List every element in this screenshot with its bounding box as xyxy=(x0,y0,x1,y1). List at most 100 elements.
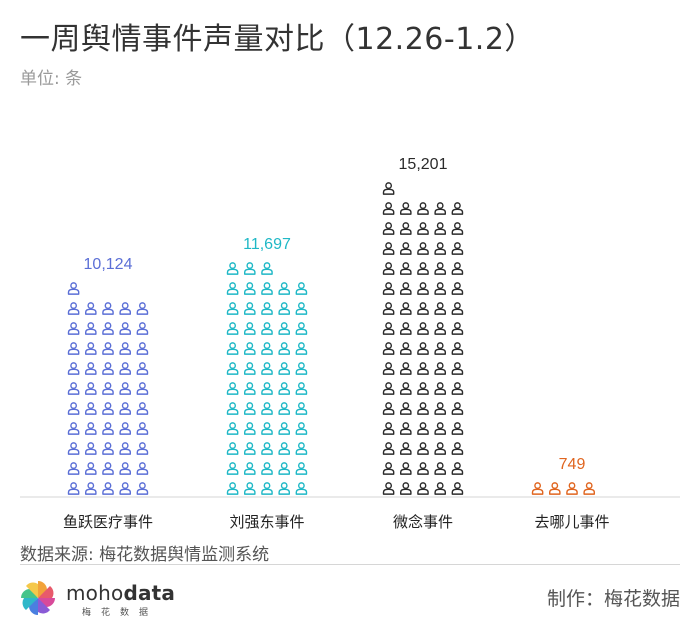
person-icon xyxy=(244,402,256,415)
person-icon xyxy=(102,302,114,315)
person-icon xyxy=(278,462,290,475)
footer-divider xyxy=(20,564,680,565)
person-icon xyxy=(67,482,80,495)
person-icon xyxy=(400,222,412,235)
person-icon xyxy=(451,482,464,495)
person-icon xyxy=(400,442,412,455)
unit-label: 单位: 条 xyxy=(20,69,83,89)
person-icon xyxy=(382,302,395,315)
person-icon xyxy=(136,442,149,455)
person-icon xyxy=(400,482,412,495)
person-icon xyxy=(417,482,429,495)
person-icon xyxy=(244,322,256,335)
person-icon xyxy=(451,382,464,395)
person-icon xyxy=(400,342,412,355)
person-icon xyxy=(434,242,446,255)
person-icon xyxy=(566,482,578,495)
bar-2 xyxy=(226,262,308,495)
person-icon xyxy=(261,482,273,495)
person-icon xyxy=(382,422,395,435)
person-icon xyxy=(226,282,239,295)
person-icon xyxy=(119,402,131,415)
person-icon xyxy=(417,382,429,395)
bar-3 xyxy=(382,182,464,495)
person-icon xyxy=(261,402,273,415)
person-icon xyxy=(417,262,429,275)
data-label: 11,697 xyxy=(243,236,291,253)
person-icon xyxy=(451,422,464,435)
person-icon xyxy=(295,362,308,375)
pictogram-chart: 10,124 鱼跃医疗事件 11,697 刘强东事件 15,201 微念事件 749 去哪儿事… xyxy=(20,156,680,531)
person-icon xyxy=(451,262,464,275)
person-icon xyxy=(67,442,80,455)
person-icon xyxy=(400,462,412,475)
person-icon xyxy=(451,202,464,215)
person-icon xyxy=(451,462,464,475)
person-icon xyxy=(278,342,290,355)
brand-wordmark: mohodata xyxy=(66,581,175,605)
data-label: 15,201 xyxy=(399,156,448,173)
person-icon xyxy=(67,342,80,355)
person-icon xyxy=(67,462,80,475)
person-icon xyxy=(244,382,256,395)
person-icon xyxy=(451,442,464,455)
person-icon xyxy=(417,322,429,335)
person-icon xyxy=(295,302,308,315)
person-icon xyxy=(382,402,395,415)
person-icon xyxy=(417,242,429,255)
person-icon xyxy=(136,482,149,495)
person-icon xyxy=(382,282,395,295)
person-icon xyxy=(119,342,131,355)
pinwheel-icon xyxy=(21,581,55,615)
person-icon xyxy=(278,422,290,435)
person-icon xyxy=(85,462,97,475)
person-icon xyxy=(382,362,395,375)
person-icon xyxy=(136,362,149,375)
person-icon xyxy=(136,342,149,355)
person-icon xyxy=(451,322,464,335)
person-icon xyxy=(226,422,239,435)
person-icon xyxy=(278,282,290,295)
person-icon xyxy=(417,302,429,315)
person-icon xyxy=(244,422,256,435)
person-icon xyxy=(136,322,149,335)
person-icon xyxy=(67,302,80,315)
person-icon xyxy=(85,402,97,415)
person-icon xyxy=(382,242,395,255)
person-icon xyxy=(102,322,114,335)
person-icon xyxy=(261,422,273,435)
person-icon xyxy=(278,482,290,495)
person-icon xyxy=(119,482,131,495)
person-icon xyxy=(67,282,80,295)
person-icon xyxy=(85,442,97,455)
person-icon xyxy=(400,362,412,375)
made-by-credit: 制作：梅花数据 xyxy=(546,588,680,610)
person-icon xyxy=(417,222,429,235)
person-icon xyxy=(400,382,412,395)
person-icon xyxy=(85,322,97,335)
person-icon xyxy=(119,362,131,375)
person-icon xyxy=(278,362,290,375)
person-icon xyxy=(226,382,239,395)
person-icon xyxy=(382,382,395,395)
person-icon xyxy=(226,262,239,275)
person-icon xyxy=(244,462,256,475)
data-source: 数据来源: 梅花数据舆情监测系统 xyxy=(20,545,270,565)
person-icon xyxy=(434,322,446,335)
person-icon xyxy=(226,342,239,355)
person-icon xyxy=(67,322,80,335)
bar-4 xyxy=(531,482,595,495)
person-icon xyxy=(382,462,395,475)
person-icon xyxy=(417,282,429,295)
person-icon xyxy=(295,382,308,395)
person-icon xyxy=(400,402,412,415)
person-icon xyxy=(85,382,97,395)
person-icon xyxy=(382,342,395,355)
person-icon xyxy=(261,382,273,395)
person-icon xyxy=(136,302,149,315)
person-icon xyxy=(295,322,308,335)
person-icon xyxy=(67,402,80,415)
category-label: 微念事件 xyxy=(393,513,453,531)
person-icon xyxy=(451,302,464,315)
person-icon xyxy=(136,422,149,435)
